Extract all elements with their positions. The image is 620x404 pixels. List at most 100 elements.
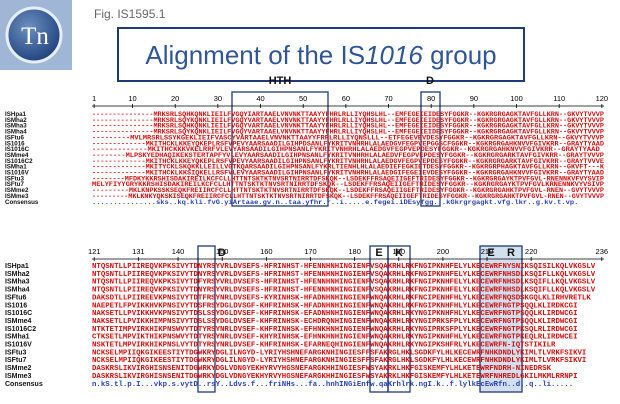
ruler-label: 120 <box>596 94 609 103</box>
sequence-name: IS1016V <box>5 342 32 349</box>
hth-box <box>231 91 329 207</box>
sequence: -------------MKITHCKLKKEYQKEPLRSFVPEVYAA… <box>92 140 604 147</box>
motif-box <box>197 245 216 393</box>
sequence-name: IS1016 <box>5 140 25 147</box>
sequence: ---------MKLKNPKSSKSEQKFREIIRCFCLLHTTNTS… <box>92 187 604 194</box>
ruler-label: 110 <box>553 94 565 103</box>
ruler-label: 50 <box>299 94 307 103</box>
motif-label: K <box>395 247 403 259</box>
ruler-label: 30 <box>214 94 222 103</box>
sequence-name: ISMha3 <box>5 123 27 130</box>
ruler-label: 10 <box>128 94 136 103</box>
logo <box>5 6 63 64</box>
sequence: DASKRSLIKVIRGHISNSENITDGWRKYDGLVDNGYEKHY… <box>92 365 552 373</box>
sequence: ---------MKLKNKYQKSKISEQKFREIIRCFCLLHTTN… <box>92 193 604 200</box>
sequence-name: ISFtu7 <box>5 357 26 364</box>
sequence: NTQSNTLLPIIREQVKPKSIVYTDNYRSYVRLDVSEFS-H… <box>92 287 596 295</box>
sequence: NTKTETIMPVIRKHIKPNSWVYTDTYRSYNRLDVSEF-KH… <box>92 326 578 334</box>
sequence: NTQSNTLLPIIREQVKPKSIVYTDFYRSYVRLDVSEFS-H… <box>92 279 596 287</box>
sequence: -------------MKITHCKLKKSIQKELLRSFVLEVYAA… <box>92 170 604 177</box>
sequence: NTQSNTLLPIIREQVKPKSIVYTDNYRSYVRLDVSEFS-H… <box>92 263 596 271</box>
sequence-name: ISMha4 <box>5 287 30 294</box>
sequence: NSKTETLMPVIRKHIKPNSLVYTDTYRSYNRLDVSEF-KH… <box>92 342 556 350</box>
sequence: CTKSETLMPVIKTHIKPNSWVYTDTYRSYNRLDVSEF-KH… <box>92 334 578 342</box>
ruler-label: 121 <box>88 247 101 256</box>
ruler-label: 160 <box>260 247 273 256</box>
title-text: group <box>423 40 497 70</box>
ruler-label: 80 <box>427 94 435 103</box>
title-text: Alignment of the IS <box>145 40 365 70</box>
sequence: NTQSNTLLPIIREQVKPKSIVYTDNYRSYVRLDVSEFS-H… <box>92 271 596 279</box>
ruler-label: 180 <box>348 247 361 256</box>
sequence-name: Consensus <box>5 199 39 206</box>
sequence-name: ISMha4 <box>5 129 27 136</box>
ruler-label: 20 <box>171 94 179 103</box>
sequence-name: IS1016C2 <box>5 326 36 333</box>
sequence-name: ISMme2 <box>5 365 32 372</box>
ruler-label: 190 <box>393 247 406 256</box>
sequence-name: ISMha1 <box>5 164 27 171</box>
sequence-name: ISMha2 <box>5 271 30 278</box>
ruler-label: 210 <box>481 247 494 256</box>
ruler-label: 70 <box>384 94 392 103</box>
sequence-name: Consensus <box>5 381 43 388</box>
sequence-name: ISMme3 <box>5 373 32 380</box>
motif-label: D <box>218 247 226 259</box>
sequence: -------------MKITYCKLSKQKKLLEILLVGTKQARS… <box>92 164 604 171</box>
sequence: --------MFDKYKKRSHISDAKIREILKCFCLLHTTNTS… <box>92 175 604 182</box>
sequence: NCKSELMPIIQKGIKEESTIYTDGWKRYDGLILNGYD-LY… <box>92 349 586 357</box>
sequence-name: ISMme4 <box>5 152 29 159</box>
sequence: NCKSELMPIIQKGIKEESTIYTDGWKRYDGLILNGYD-LY… <box>92 357 586 365</box>
sequence: ---------------MRKSRLSQHKQNKLIEILFVGQYIA… <box>92 111 604 118</box>
ruler-label: 1 <box>92 94 96 103</box>
sequence-name: ISFtu3 <box>5 175 24 182</box>
ruler-label: 200 <box>437 247 450 256</box>
sequence-name: ISMme2 <box>5 187 29 194</box>
motif-label: E <box>487 247 494 259</box>
sequence: -------------MKITHCKLKKEYQKEPLRSFVPEVYAA… <box>92 158 604 165</box>
ruler-label: 100 <box>510 94 523 103</box>
logo-text: Tn <box>21 23 49 50</box>
sequence-name: ISMme3 <box>5 193 29 200</box>
sequence: NAKSETLLPVIKKHVKPNSIVYTDSLSSYDGLDVSEF-KH… <box>92 310 578 318</box>
sequence: ...............sks..kq.kli.fvG.yiArtaae.… <box>92 199 578 206</box>
ruler-label: 40 <box>256 94 264 103</box>
motif-label: D <box>426 75 434 87</box>
fig-label: Fig. IS1595.1 <box>94 7 166 21</box>
sequence-name: ISFtu6 <box>5 294 26 301</box>
sequence: --------MLPSKYEDHAQIKEKSTERTAPFYVLEVYAAR… <box>92 152 604 159</box>
sequence: n.kS.tl.p.I...vkp.s.vytD..rsY..Ldvs.f...… <box>92 381 573 389</box>
sequence: NAEPETLFPVIKKHVKPNSIVYTDSFRSYDGLDVSGF-KH… <box>92 302 578 310</box>
sequence-name: ISMha2 <box>5 117 27 124</box>
sequence-name: ISHpa1 <box>5 263 29 270</box>
sequence: ---------------MRKSRLSQYKQNKLIEILFVGQYVA… <box>92 117 604 124</box>
sequence-name: IS1016 <box>5 302 27 309</box>
ruler-label: 140 <box>172 247 185 256</box>
sequence-name: ISMme4 <box>5 318 32 325</box>
ruler-label: 220 <box>525 247 538 256</box>
sequence: ---------------MRKSRLSQHKQNKLIEILFVGQYVA… <box>92 123 604 130</box>
title-italic: 1016 <box>365 40 423 70</box>
ruler-label: 60 <box>342 94 350 103</box>
sequence: ---------------MRKSRLSQYKQNKLIEILFVGQYVA… <box>92 129 604 136</box>
sequence-name: ISFtu7 <box>5 181 24 188</box>
title: Alignment of the IS1016 group <box>145 40 496 70</box>
sequence-name: ISFtu6 <box>5 134 24 141</box>
motif-label: E <box>375 247 382 259</box>
motif-label: R <box>507 247 515 259</box>
title-box <box>117 27 525 82</box>
sequence: DAKSDTLLPIIREEVKPNSIVYTDTFRSYNRLDVSEFS-K… <box>92 294 592 302</box>
motif-label: HTH <box>269 75 292 87</box>
sequence: ---------MVLMRSRLSSYKGEKLIEIFVASCYVARTAA… <box>92 134 604 141</box>
ruler-label: 131 <box>132 247 145 256</box>
sequence: DASKRSLIKVIRGHISNSENITDGWRKYDGLVDNGYEKHY… <box>92 373 578 381</box>
sequence-name: IS1016C2 <box>5 158 33 165</box>
motif-box <box>420 91 441 207</box>
sequence-name: ISFtu3 <box>5 349 26 356</box>
motif-box <box>479 245 523 393</box>
sequence-name: IS1016C <box>5 146 30 153</box>
sequence-name: ISMha3 <box>5 279 30 286</box>
sequence-name: ISMha1 <box>5 334 30 341</box>
